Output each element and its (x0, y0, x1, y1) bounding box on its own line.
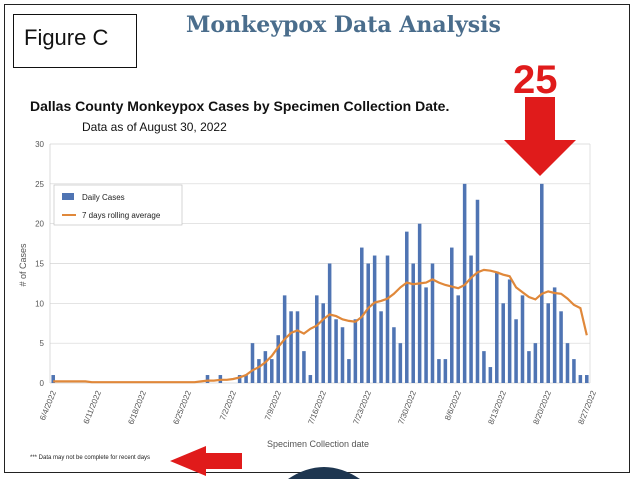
callout-value: 25 (513, 58, 558, 102)
bar-daily-cases (495, 271, 499, 383)
bar-daily-cases (353, 319, 358, 383)
bar-daily-cases (257, 359, 261, 383)
bar-daily-cases (482, 351, 486, 383)
bar-daily-cases (456, 295, 460, 383)
y-axis-label: # of Cases (18, 243, 28, 287)
bar-daily-cases (334, 319, 338, 383)
bar-daily-cases (501, 303, 505, 383)
y-tick-label: 20 (35, 220, 44, 229)
bar-daily-cases (405, 231, 409, 383)
bar-daily-cases (205, 375, 210, 383)
bar-daily-cases (392, 327, 396, 383)
bar-daily-cases (366, 263, 370, 383)
bar-daily-cases (250, 343, 255, 383)
bar-daily-cases (540, 183, 544, 383)
y-tick-label: 10 (35, 299, 44, 308)
page-title: Monkeypox Data Analysis (186, 12, 501, 38)
bar-daily-cases (244, 375, 248, 383)
figure-label: Figure C (13, 14, 137, 68)
bar-daily-cases (372, 255, 377, 383)
bar-daily-cases (263, 351, 268, 383)
bar-daily-cases (321, 303, 325, 383)
bar-daily-cases (552, 287, 557, 383)
legend-rolling-average: 7 days rolling average (82, 211, 161, 220)
bar-daily-cases (430, 263, 435, 383)
bar-daily-cases (469, 255, 473, 383)
bar-daily-cases (565, 343, 570, 383)
bar-daily-cases (295, 311, 300, 383)
bar-daily-cases (379, 311, 383, 383)
chart-subtitle: Data as of August 30, 2022 (82, 120, 227, 134)
legend-bar-swatch (62, 193, 74, 200)
x-tick-label: 6/4/2022 (38, 389, 58, 422)
bar-daily-cases (450, 247, 454, 383)
x-tick-label: 7/2/2022 (218, 389, 238, 422)
arrow-down-icon (504, 97, 576, 176)
bar-daily-cases (578, 375, 583, 383)
bar-daily-cases (417, 223, 422, 383)
y-tick-label: 15 (35, 260, 44, 269)
chart-title: Dallas County Monkeypox Cases by Specime… (30, 98, 450, 114)
bar-daily-cases (443, 359, 448, 383)
x-axis-label: Specimen Collection date (267, 439, 369, 449)
bars (51, 183, 589, 383)
x-tick-label: 7/30/2022 (396, 389, 418, 426)
bar-daily-cases (270, 359, 274, 383)
bar-daily-cases (514, 319, 518, 383)
y-tick-label: 5 (40, 339, 45, 348)
legend: Daily Cases 7 days rolling average (53, 184, 183, 226)
bar-daily-cases (546, 303, 550, 383)
bar-daily-cases (437, 359, 441, 383)
x-tick-label: 6/25/2022 (171, 389, 193, 426)
bar-daily-cases (533, 343, 538, 383)
x-tick-label: 7/23/2022 (351, 389, 373, 426)
bar-daily-cases (411, 263, 415, 383)
bar-daily-cases (585, 375, 589, 383)
bar-daily-cases (327, 263, 332, 383)
x-tick-label: 6/11/2022 (82, 389, 104, 425)
y-tick-label: 30 (35, 140, 44, 149)
bar-daily-cases (398, 343, 403, 383)
x-tick-label: 8/6/2022 (443, 389, 463, 422)
bar-daily-cases (237, 375, 242, 383)
bar-daily-cases (315, 295, 319, 383)
x-tick-label: 8/20/2022 (531, 389, 553, 426)
bar-daily-cases (302, 351, 306, 383)
bar-daily-cases (559, 311, 563, 383)
y-tick-label: 0 (40, 379, 45, 388)
x-tick-label: 8/13/2022 (486, 389, 508, 426)
partial-logo (288, 467, 360, 479)
bar-daily-cases (347, 359, 351, 383)
y-ticks: 0 5 10 15 20 25 30 (35, 140, 44, 388)
bar-daily-cases (507, 279, 512, 383)
footnote: *** Data may not be complete for recent … (30, 455, 151, 461)
bar-daily-cases (340, 327, 345, 383)
bar-daily-cases (289, 311, 293, 383)
legend-daily-cases: Daily Cases (82, 193, 125, 202)
bar-daily-cases (385, 255, 390, 383)
bar-daily-cases (475, 199, 480, 383)
bar-daily-cases (308, 375, 313, 383)
bar-daily-cases (276, 335, 280, 383)
bar-daily-cases (488, 367, 493, 383)
bar-daily-cases (527, 351, 531, 383)
bar-daily-cases (424, 287, 428, 383)
arrow-left-icon (170, 446, 242, 476)
x-tick-label: 7/16/2022 (306, 389, 328, 426)
x-tick-label: 8/27/2022 (576, 389, 598, 426)
rolling-average-line (53, 268, 588, 384)
gridlines (49, 143, 591, 384)
legend-box (53, 184, 183, 226)
y-tick-label: 25 (35, 180, 44, 189)
bar-daily-cases (572, 359, 576, 383)
bar-daily-cases (51, 375, 55, 383)
x-tick-label: 6/18/2022 (126, 389, 148, 426)
x-tick-label: 7/9/2022 (263, 389, 283, 422)
x-ticks: 6/4/2022 6/11/2022 6/18/2022 6/25/2022 7/2/2… (38, 389, 598, 426)
bar-daily-cases (520, 295, 525, 383)
